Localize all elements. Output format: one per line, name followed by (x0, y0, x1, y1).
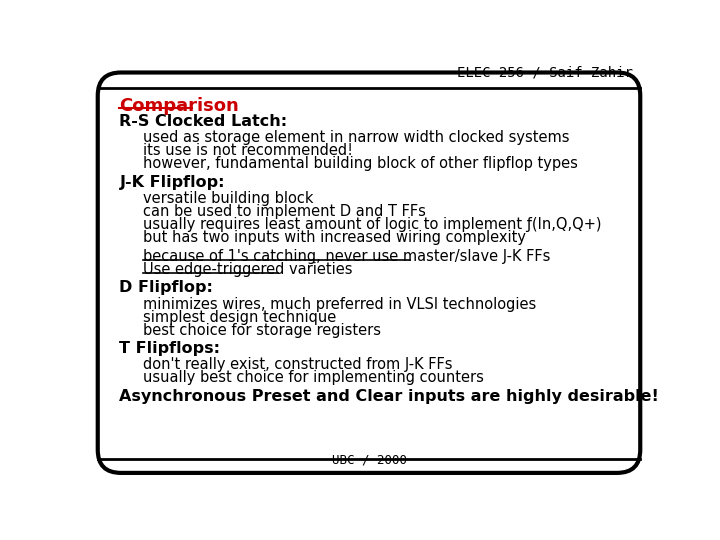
Text: J-K Flipflop:: J-K Flipflop: (120, 175, 225, 190)
Text: however, fundamental building block of other flipflop types: however, fundamental building block of o… (143, 157, 577, 171)
Text: used as storage element in narrow width clocked systems: used as storage element in narrow width … (143, 130, 570, 145)
Text: best choice for storage registers: best choice for storage registers (143, 323, 381, 338)
Text: usually best choice for implementing counters: usually best choice for implementing cou… (143, 370, 484, 386)
Text: but has two inputs with increased wiring complexity: but has two inputs with increased wiring… (143, 231, 526, 245)
Text: simplest design technique: simplest design technique (143, 309, 336, 325)
Text: Asynchronous Preset and Clear inputs are highly desirable!: Asynchronous Preset and Clear inputs are… (120, 389, 660, 404)
Text: don't really exist, constructed from J-K FFs: don't really exist, constructed from J-K… (143, 357, 452, 373)
Text: R-S Clocked Latch:: R-S Clocked Latch: (120, 114, 287, 129)
Text: ELEC 256 / Saif Zahir: ELEC 256 / Saif Zahir (456, 65, 632, 79)
Text: minimizes wires, much preferred in VLSI technologies: minimizes wires, much preferred in VLSI … (143, 296, 536, 312)
Text: can be used to implement D and T FFs: can be used to implement D and T FFs (143, 204, 426, 219)
Text: versatile building block: versatile building block (143, 191, 313, 206)
Text: D Flipflop:: D Flipflop: (120, 280, 213, 295)
Text: UBC / 2000: UBC / 2000 (331, 454, 407, 467)
Text: Comparison: Comparison (120, 97, 239, 115)
Text: its use is not recommended!: its use is not recommended! (143, 143, 353, 158)
Text: T Flipflops:: T Flipflops: (120, 341, 220, 356)
Text: usually requires least amount of logic to implement ƒ(In,Q,Q+): usually requires least amount of logic t… (143, 217, 601, 232)
Text: Use edge-triggered varieties: Use edge-triggered varieties (143, 262, 352, 277)
Text: because of 1's catching, never use master/slave J-K FFs: because of 1's catching, never use maste… (143, 249, 550, 264)
FancyBboxPatch shape (98, 72, 640, 473)
